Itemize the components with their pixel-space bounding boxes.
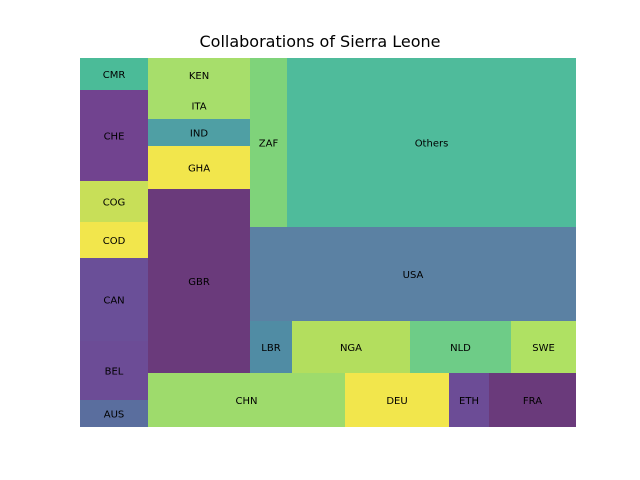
cell-deu (345, 373, 449, 427)
cell-gha (148, 146, 250, 189)
cell-label-chn: CHN (236, 396, 258, 407)
cell-label-usa: USA (403, 270, 424, 281)
cell-others (287, 58, 576, 227)
cell-usa (250, 227, 576, 321)
cell-label-lbr: LBR (261, 343, 280, 354)
cell-cmr (80, 58, 148, 90)
cell-bel (80, 341, 148, 400)
cell-label-gbr: GBR (188, 277, 210, 288)
cell-label-aus: AUS (104, 410, 125, 421)
cell-label-bel: BEL (105, 367, 124, 378)
cell-aus (80, 400, 148, 427)
cell-label-deu: DEU (386, 396, 407, 407)
cell-zaf (250, 58, 287, 227)
cell-swe (511, 321, 576, 373)
cell-lbr (250, 321, 292, 373)
cell-label-swe: SWE (532, 343, 555, 354)
cell-nld (410, 321, 511, 373)
cell-eth (449, 373, 489, 427)
cell-cod (80, 222, 148, 258)
cell-che (80, 90, 148, 181)
cell-label-others: Others (415, 139, 449, 150)
cell-label-can: CAN (103, 296, 124, 307)
cell-gbr (148, 189, 250, 373)
cell-label-fra: FRA (523, 396, 542, 407)
cell-label-zaf: ZAF (259, 139, 279, 150)
cell-fra (489, 373, 576, 427)
cell-label-eth: ETH (459, 396, 479, 407)
cell-label-nga: NGA (340, 343, 362, 354)
cell-label-che: CHE (104, 132, 125, 143)
cell-label-cod: COD (103, 236, 126, 247)
cell-can (80, 258, 148, 341)
cell-ind (148, 119, 250, 146)
cell-nga (292, 321, 410, 373)
cell-label-cog: COG (103, 198, 126, 209)
cell-chn (148, 373, 345, 427)
cell-ken (148, 58, 250, 92)
cell-cog (80, 181, 148, 222)
cell-label-cmr: CMR (103, 70, 126, 81)
cell-ita (148, 92, 250, 119)
cell-label-gha: GHA (188, 164, 210, 175)
chart-title: Collaborations of Sierra Leone (199, 32, 441, 51)
cell-label-ita: ITA (191, 102, 206, 113)
cell-label-ind: IND (190, 129, 208, 140)
cell-label-nld: NLD (450, 343, 471, 354)
cell-label-ken: KEN (189, 71, 209, 82)
